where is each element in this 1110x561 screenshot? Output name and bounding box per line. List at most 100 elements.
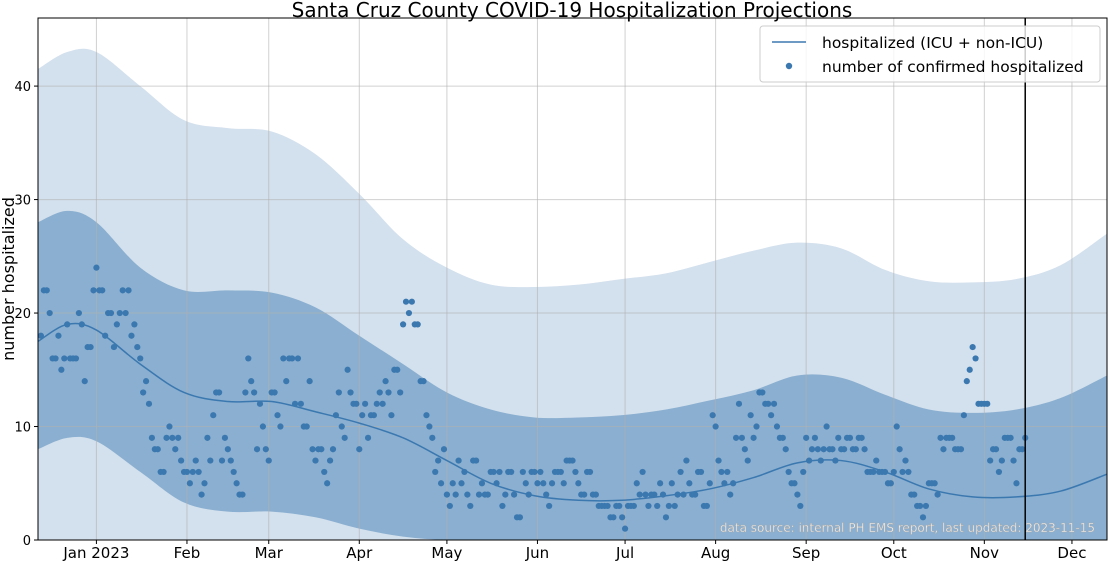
observed-point xyxy=(560,480,567,487)
observed-point xyxy=(540,480,547,487)
observed-point xyxy=(61,355,68,362)
observed-point xyxy=(183,468,191,476)
observed-point xyxy=(621,525,629,532)
observed-point xyxy=(496,468,503,476)
observed-point xyxy=(122,309,129,317)
observed-point xyxy=(949,434,956,441)
observed-point xyxy=(338,423,345,430)
observed-point xyxy=(911,491,918,498)
observed-point xyxy=(43,287,50,294)
observed-point xyxy=(592,491,599,498)
chart-title: Santa Cruz County COVID-19 Hospitalizati… xyxy=(292,0,853,22)
observed-point xyxy=(148,434,156,441)
observed-point xyxy=(309,446,316,453)
observed-point xyxy=(329,446,337,453)
observed-point xyxy=(262,446,269,453)
observed-point xyxy=(93,264,100,271)
observed-point xyxy=(277,423,284,430)
observed-point xyxy=(873,457,880,464)
observed-point xyxy=(364,434,372,441)
observed-point xyxy=(429,434,436,441)
observed-point xyxy=(987,457,994,464)
observed-point xyxy=(841,446,848,453)
observed-point xyxy=(128,332,135,339)
observed-point xyxy=(414,321,421,328)
observed-point xyxy=(803,434,810,441)
mean-line-group xyxy=(37,322,1108,502)
observed-point xyxy=(142,378,150,385)
observed-point xyxy=(373,400,380,407)
observed-point xyxy=(324,480,331,487)
observed-point xyxy=(166,423,173,430)
observed-point xyxy=(245,355,252,362)
x-tick-label: Feb xyxy=(174,544,201,561)
observed-point xyxy=(510,491,518,498)
observed-point xyxy=(37,332,45,339)
observed-point xyxy=(998,457,1005,464)
observed-point xyxy=(58,366,65,373)
observed-point xyxy=(709,412,716,419)
observed-point xyxy=(473,457,480,464)
observed-point xyxy=(1007,434,1014,441)
observed-point xyxy=(984,400,991,407)
observed-point xyxy=(233,480,240,487)
observed-point xyxy=(531,468,538,476)
observed-point xyxy=(940,446,947,453)
observed-point xyxy=(490,468,497,476)
observed-point xyxy=(408,298,415,305)
x-tick-label: Dec xyxy=(1057,544,1086,561)
observed-point xyxy=(823,423,830,430)
observed-point xyxy=(303,423,310,430)
observed-point xyxy=(548,480,556,487)
y-tick-label: 20 xyxy=(14,307,31,322)
observed-point xyxy=(619,514,626,521)
observed-point xyxy=(861,446,868,453)
observed-point xyxy=(145,400,153,407)
observed-point xyxy=(744,457,751,464)
observed-point xyxy=(957,446,965,453)
observed-point xyxy=(639,468,646,476)
observed-point xyxy=(306,378,313,385)
observed-point xyxy=(376,389,383,396)
observed-point xyxy=(326,457,334,464)
legend-entry-points: number of confirmed hospitalized xyxy=(822,58,1084,76)
observed-point xyxy=(794,491,801,498)
observed-point xyxy=(207,457,214,464)
observed-point xyxy=(887,480,894,487)
observed-point xyxy=(72,355,80,362)
grid-lines xyxy=(38,18,1107,541)
observed-point xyxy=(140,389,147,396)
observed-point xyxy=(215,389,223,396)
observed-point xyxy=(616,502,623,510)
observed-point xyxy=(671,502,678,510)
observed-point xyxy=(81,378,88,385)
observed-point xyxy=(499,502,506,510)
observed-point xyxy=(712,423,719,430)
observed-point xyxy=(242,389,249,396)
observed-point xyxy=(995,468,1003,476)
observed-point xyxy=(686,480,693,487)
observed-point xyxy=(312,457,319,464)
observed-point xyxy=(186,480,193,487)
observed-point xyxy=(464,491,471,498)
observed-point xyxy=(753,423,760,430)
observed-point xyxy=(969,343,976,351)
observed-point xyxy=(651,491,658,498)
observed-point xyxy=(1010,457,1017,464)
observed-point xyxy=(508,468,515,476)
observed-point xyxy=(858,434,865,441)
observed-point xyxy=(75,309,82,317)
observed-point xyxy=(718,468,725,476)
observed-point xyxy=(218,457,226,464)
observed-point xyxy=(467,502,474,510)
observed-point xyxy=(715,457,722,464)
observed-point xyxy=(201,480,208,487)
observed-point xyxy=(169,434,176,441)
observed-point xyxy=(210,412,217,419)
observed-point xyxy=(732,434,740,441)
observed-point xyxy=(116,309,123,317)
observed-point xyxy=(52,355,59,362)
legend-point-swatch xyxy=(785,62,793,70)
legend-box xyxy=(759,25,1101,83)
